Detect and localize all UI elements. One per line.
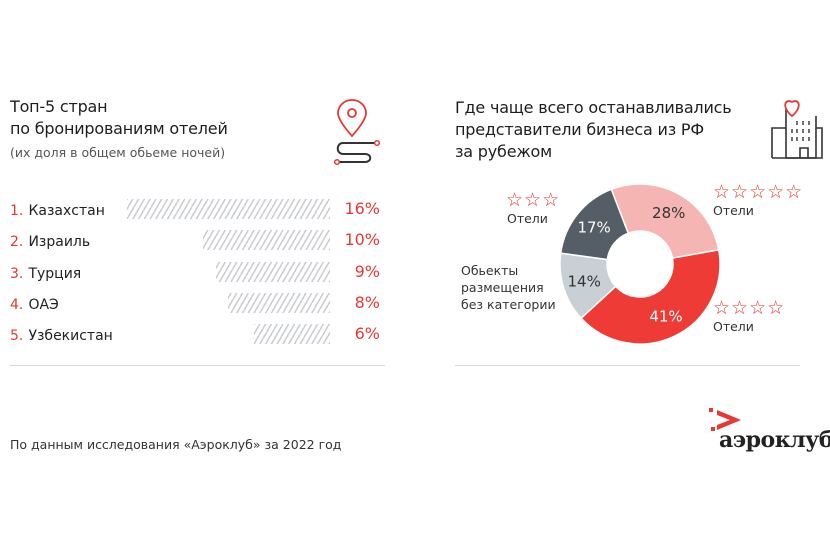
- donut-chart: 28% 41% 14% 17%: [559, 183, 721, 345]
- bar: [126, 199, 330, 219]
- hotel-heart-icon: [771, 100, 823, 159]
- legend-label-line: Обьекты: [461, 263, 519, 278]
- bar: [203, 230, 330, 251]
- bar-row: 3. Турция 9%: [10, 260, 380, 284]
- right-title-line: представители бизнеса из РФ: [455, 120, 704, 139]
- rank-number: 1.: [10, 203, 24, 219]
- left-title-line: по бронированиям отелей: [10, 119, 228, 138]
- country-name: Узбекистан: [28, 328, 113, 345]
- source-note: По данным исследования «Аэроклуб» за 202…: [10, 437, 342, 452]
- country-name: Израиль: [28, 234, 91, 251]
- left-title: Топ-5 стран по бронированиям отелей: [10, 96, 228, 140]
- donut-slice: [580, 248, 721, 345]
- country-label: 3. Турция: [10, 263, 81, 282]
- bar-row: 2. Израиль 10%: [10, 228, 380, 252]
- four-stars-icon: ☆☆☆☆: [713, 297, 786, 319]
- bar-value-label: 8%: [354, 292, 380, 312]
- country-label: 5. Узбекистан: [10, 325, 113, 344]
- country-name: ОАЭ: [28, 296, 59, 313]
- legend-label-line: размещения: [461, 280, 544, 295]
- five-stars-icon: ☆☆☆☆☆: [713, 181, 804, 203]
- route-pin-icon: [333, 99, 381, 166]
- legend-3star-hotels: ☆☆☆ Отели: [506, 190, 560, 227]
- bar-value-label: 9%: [354, 261, 380, 281]
- logo-arrow-icon: [709, 408, 741, 431]
- legend-label: Отели: [713, 203, 754, 218]
- country-label: 1. Казахстан: [10, 200, 105, 219]
- legend-uncategorized: Обьекты размещения без категории: [461, 262, 556, 313]
- legend-4star-hotels: ☆☆☆☆ Отели: [713, 298, 785, 335]
- bar-row: 5. Узбекистан 6%: [10, 322, 380, 346]
- donut-slice-label: 41%: [649, 307, 682, 325]
- rank-number: 5.: [10, 328, 24, 345]
- right-title-line: Где чаще всего останавливались: [455, 98, 732, 117]
- legend-label: Отели: [713, 319, 754, 334]
- legend-5star-hotels: ☆☆☆☆☆ Отели: [713, 182, 803, 219]
- right-title: Где чаще всего останавливались представи…: [455, 97, 732, 163]
- legend-label-line: без категории: [461, 297, 556, 312]
- bar-row: 4. ОАЭ 8%: [10, 291, 380, 315]
- right-divider: [455, 365, 800, 366]
- logo-text: аэроклуб: [719, 427, 830, 453]
- rank-number: 4.: [10, 296, 24, 313]
- bar-value-label: 16%: [344, 199, 380, 218]
- bar-value-label: 6%: [354, 324, 380, 344]
- donut-slice-label: 28%: [652, 204, 685, 222]
- left-title-line: Топ-5 стран: [10, 97, 108, 116]
- country-name: Казахстан: [28, 203, 105, 219]
- rank-number: 3.: [10, 265, 24, 282]
- three-stars-icon: ☆☆☆: [506, 189, 561, 211]
- donut-slice-label: 14%: [568, 272, 601, 290]
- left-subtitle: (их доля в общем обьеме ночей): [10, 145, 226, 160]
- donut-slice-label: 17%: [577, 219, 610, 237]
- bar: [253, 324, 330, 345]
- bar-row: 1. Казахстан 16%: [10, 197, 380, 221]
- legend-label: Отели: [507, 211, 548, 226]
- donut-slice: [610, 183, 720, 260]
- country-name: Турция: [28, 265, 82, 282]
- bar-value-label: 10%: [344, 230, 380, 250]
- country-label: 2. Израиль: [10, 231, 90, 250]
- country-label: 4. ОАЭ: [10, 294, 59, 313]
- left-divider: [10, 365, 385, 366]
- aeroclub-logo: аэроклуб: [705, 405, 830, 453]
- rank-number: 2.: [10, 234, 24, 251]
- donut-slice: [559, 188, 630, 261]
- bar: [215, 261, 330, 282]
- right-title-line: за рубежом: [455, 142, 553, 161]
- bar: [228, 292, 330, 313]
